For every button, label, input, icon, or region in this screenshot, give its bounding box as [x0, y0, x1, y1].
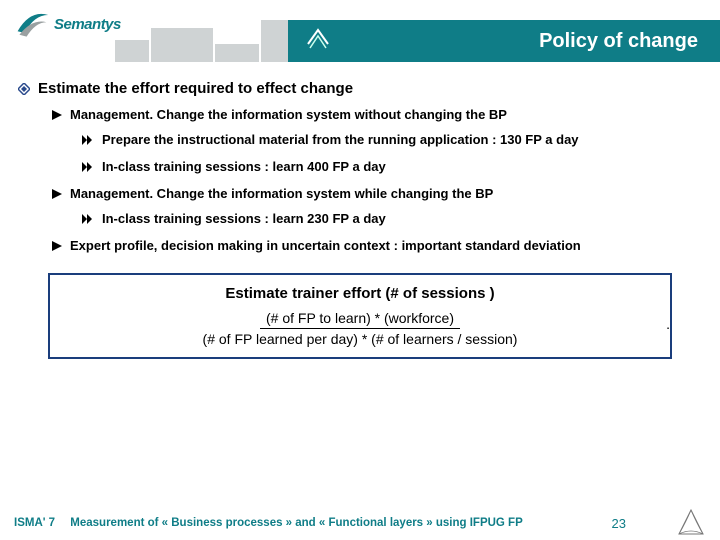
formula-title: Estimate trainer effort (# of sessions ) [64, 285, 656, 302]
lvl3-list: Prepare the instructional material from … [82, 132, 702, 174]
bullet-level3: In-class training sessions : learn 400 F… [82, 159, 702, 174]
arrow-right-icon [52, 110, 62, 120]
diamond-bullet-icon [18, 83, 30, 95]
page-number: 23 [612, 516, 626, 531]
logo: Semantys [14, 6, 121, 42]
double-arrow-icon [82, 214, 94, 224]
formula-dot: . [666, 316, 670, 332]
bullet-level2: Expert profile, decision making in uncer… [52, 238, 702, 253]
footer-logo-icon [676, 508, 706, 538]
double-arrow-icon [82, 135, 94, 145]
arrow-right-icon [52, 241, 62, 251]
header: Semantys Policy of change [0, 0, 720, 62]
lvl3-text: Prepare the instructional material from … [102, 132, 579, 147]
lvl3-text: In-class training sessions : learn 230 F… [102, 211, 386, 226]
footer: ISMA' 7 Measurement of « Business proces… [0, 506, 720, 540]
header-grey-shapes [115, 20, 305, 62]
bullet-level2: Management. Change the information syste… [52, 107, 702, 122]
bullet-level3: In-class training sessions : learn 230 F… [82, 211, 702, 226]
formula-fraction: (# of FP to learn) * (workforce) . (# of… [64, 310, 656, 347]
title-band: Policy of change [288, 20, 720, 62]
content: Estimate the effort required to effect c… [0, 62, 720, 359]
logo-text: Semantys [54, 16, 121, 33]
lvl2-text: Expert profile, decision making in uncer… [70, 238, 581, 253]
formula-numerator: (# of FP to learn) * (workforce) [260, 310, 460, 329]
double-arrow-icon [82, 162, 94, 172]
formula-box: Estimate trainer effort (# of sessions )… [48, 273, 672, 359]
footer-conference: ISMA' 7 [14, 517, 55, 529]
lvl2-text: Management. Change the information syste… [70, 107, 507, 122]
slide-title: Policy of change [539, 30, 698, 53]
footer-text: ISMA' 7 Measurement of « Business proces… [14, 517, 523, 529]
bullet-level3: Prepare the instructional material from … [82, 132, 702, 147]
arrow-right-icon [52, 189, 62, 199]
lvl2-text: Management. Change the information syste… [70, 186, 493, 201]
lvl3-text: In-class training sessions : learn 400 F… [102, 159, 386, 174]
formula-denominator: (# of FP learned per day) * (# of learne… [64, 329, 656, 347]
lvl3-list: In-class training sessions : learn 230 F… [82, 211, 702, 226]
lvl1-text: Estimate the effort required to effect c… [38, 80, 353, 97]
bullet-level2: Management. Change the information syste… [52, 186, 702, 201]
logo-swoosh-icon [14, 6, 50, 42]
lvl2-list: Management. Change the information syste… [52, 107, 702, 253]
chevron-icon [306, 26, 330, 50]
bullet-level1: Estimate the effort required to effect c… [18, 80, 702, 253]
footer-subtitle: Measurement of « Business processes » an… [70, 517, 522, 529]
